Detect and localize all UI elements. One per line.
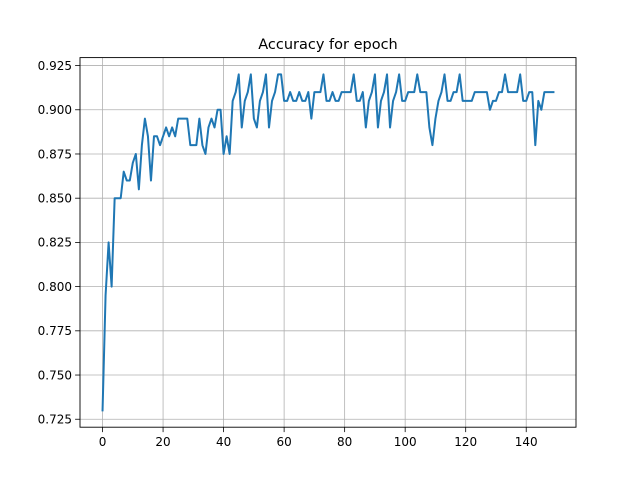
x-tick-label: 140 [515,435,538,449]
x-axis: 0 20 40 60 80 100 120 140 [99,427,538,449]
x-tick-label: 0 [99,435,107,449]
x-tick-label: 60 [276,435,291,449]
y-tick-label: 0.775 [38,324,72,338]
x-tick-label: 120 [454,435,477,449]
x-tick-label: 40 [216,435,231,449]
y-tick-label: 0.925 [38,59,72,73]
y-tick-label: 0.750 [38,368,72,382]
y-tick-label: 0.900 [38,103,72,117]
accuracy-line [101,73,555,412]
y-tick-label: 0.825 [38,236,72,250]
grid-lines [80,57,576,428]
y-tick-label: 0.850 [38,191,72,205]
y-tick-label: 0.875 [38,147,72,161]
chart-title: Accuracy for epoch [258,37,398,53]
x-tick-label: 20 [155,435,170,449]
y-tick-label: 0.800 [38,280,72,294]
y-tick-label: 0.725 [38,413,72,427]
x-tick-label: 80 [337,435,352,449]
y-axis: 0.725 0.750 0.775 0.800 0.825 0.850 0.875 0.900… [38,59,80,427]
series-layer [101,73,555,412]
x-tick-label: 100 [394,435,417,449]
